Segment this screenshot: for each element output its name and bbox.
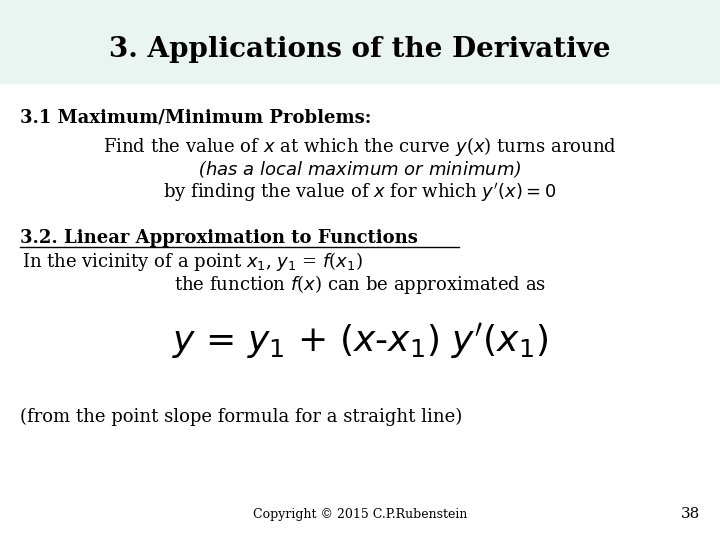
Text: 3.1 Maximum/Minimum Problems:: 3.1 Maximum/Minimum Problems: [20, 109, 372, 127]
Text: the function $\it{f}$​($\it{x}$​) can be approximated as: the function $\it{f}$​($\it{x}$​) can be… [174, 273, 546, 295]
Text: Find the value of ​$\it{x}$​ at which the curve ​$\it{y}$(​$\it{x}$​) turns arou: Find the value of ​$\it{x}$​ at which th… [103, 136, 617, 158]
Text: 38: 38 [680, 507, 700, 521]
Text: (from the point slope formula for a straight line): (from the point slope formula for a stra… [20, 408, 462, 426]
Text: $\it{y}$ = $\it{y}_1$ + $\it{(x‑x}_1)$ $\it{y'(x}_1)$: $\it{y}$ = $\it{y}_1$ + $\it{(x‑x}_1)$ $… [172, 321, 548, 361]
Text: 3. Applications of the Derivative: 3. Applications of the Derivative [109, 36, 611, 63]
Text: by finding the value of $\it{x}$ for which $\it{y'(x) = 0}$: by finding the value of $\it{x}$ for whi… [163, 181, 557, 204]
Text: (​$\it{has\ a\ local\ maximum\ or\ minimum}$​): (​$\it{has\ a\ local\ maximum\ or\ minim… [198, 159, 522, 180]
FancyBboxPatch shape [0, 0, 720, 84]
Text: Copyright © 2015 C.P.Rubenstein: Copyright © 2015 C.P.Rubenstein [253, 508, 467, 521]
Text: 3.2. Linear Approximation to Functions: 3.2. Linear Approximation to Functions [20, 228, 418, 247]
Text: In the vicinity of a point $\it{x}_1$, $\it{y}_1$ = $\it{f}$​($\it{x}_1$): In the vicinity of a point $\it{x}_1$, $… [22, 250, 362, 273]
